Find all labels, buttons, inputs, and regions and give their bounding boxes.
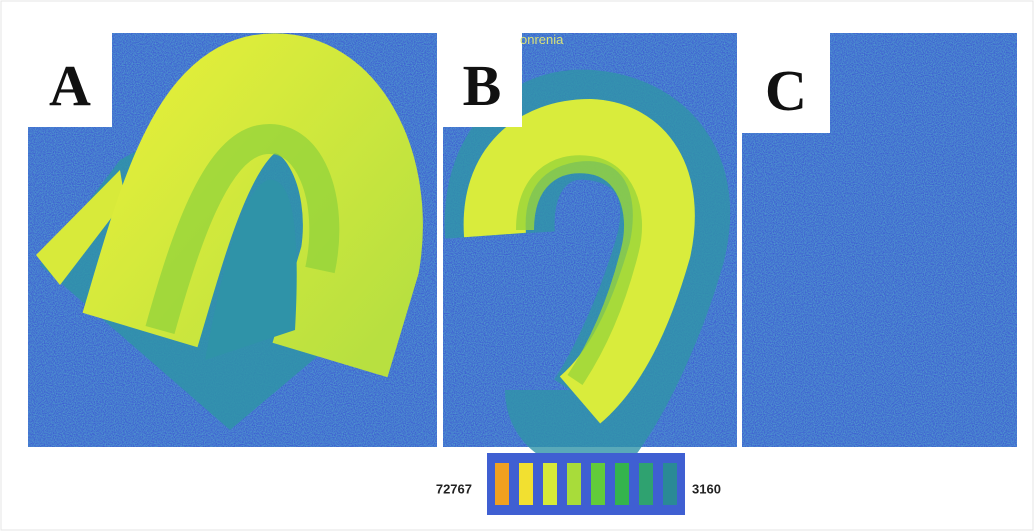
overlay-text: onrenia — [520, 32, 564, 47]
panel-a: A — [28, 33, 437, 447]
colorbar-max-label: 72767 — [436, 481, 472, 496]
panel-label: A — [49, 53, 91, 118]
panel-label: C — [765, 58, 807, 123]
color-swatch — [495, 463, 509, 505]
panel-label: B — [463, 53, 502, 118]
figure: A B onrenia C 72767 3160 — [0, 0, 1034, 531]
panel-b: B onrenia — [443, 32, 737, 447]
colorbar-background — [487, 453, 685, 515]
color-swatch — [663, 463, 677, 505]
color-swatch — [639, 463, 653, 505]
panel-c: C — [742, 33, 1017, 447]
color-swatch — [543, 463, 557, 505]
color-swatch — [591, 463, 605, 505]
colorbar-min-label: 3160 — [692, 481, 721, 496]
page: {"panels": [{"label": "A"}, {"label": "B… — [0, 0, 1034, 531]
color-swatch — [615, 463, 629, 505]
color-swatch — [567, 463, 581, 505]
color-swatch — [519, 463, 533, 505]
